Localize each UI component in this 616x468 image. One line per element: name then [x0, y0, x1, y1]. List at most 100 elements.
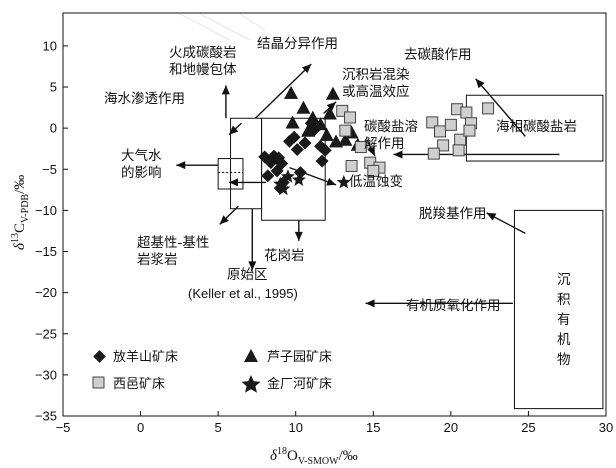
arrow-shaft: [254, 63, 312, 119]
y-tick-label: 10: [43, 38, 57, 53]
svg-text:δ13CV-PDB/‰: δ13CV-PDB/‰: [10, 175, 31, 250]
y-tick-label: 0: [50, 121, 57, 136]
annotation-marine-carbonate: 海相碳酸盐岩: [496, 119, 577, 135]
annotation-magmatic-rock: 岩浆岩: [137, 252, 178, 268]
arrow-head: [475, 78, 485, 89]
point-square: [444, 118, 457, 131]
legend-marker-square: [92, 376, 105, 389]
point-star: [273, 176, 288, 191]
point-square: [354, 141, 367, 154]
data-points: [258, 85, 495, 196]
point-triangle: [305, 110, 320, 124]
arrow-fractional-crystallization: [254, 63, 312, 119]
scan-artifacts: [179, 13, 266, 41]
arrow-head: [393, 150, 403, 159]
point-star: [336, 174, 351, 189]
arrow-meteoric-water: [176, 161, 219, 170]
point-diamond: [298, 136, 312, 150]
point-square: [427, 147, 440, 160]
point-triangle: [284, 85, 299, 99]
point-square: [463, 124, 476, 137]
legend: 放羊山矿床 芦子园矿床 西邑矿床 金厂河矿床: [92, 349, 332, 393]
y-tick-label: −35: [35, 409, 57, 424]
point-triangle: [322, 106, 337, 120]
arrow-decarboxylation: [486, 212, 526, 235]
y-tick-label: 5: [50, 80, 57, 95]
point-square: [482, 102, 495, 115]
y-axis-label: δ13CV-PDB/‰: [10, 175, 31, 250]
point-triangle: [296, 100, 311, 114]
arrow-head: [301, 63, 312, 74]
annotation-organic-5: 物: [557, 352, 571, 368]
x-tick-label: 0: [137, 420, 144, 435]
arrow-head: [486, 212, 497, 221]
legend-marker-star: [241, 375, 261, 393]
arrow-head: [176, 161, 186, 170]
annotation-ultrabasic-basic: 超基性-基性: [137, 234, 209, 251]
legend-marker-triangle: [244, 349, 258, 362]
point-triangle: [325, 86, 340, 100]
annotation-igneous-carbonatite: 火成碳酸岩: [169, 45, 237, 61]
arrow-granite: [294, 220, 303, 241]
point-triangle: [329, 134, 344, 148]
annotation-keller-reference: (Keller et al., 1995): [188, 286, 298, 301]
point-star: [280, 169, 296, 183]
annotation-primary-region: 原始区: [227, 267, 268, 283]
point-square: [426, 116, 439, 129]
arrow-primary-region: [248, 208, 257, 271]
point-square: [345, 159, 358, 172]
annotation-meteoric-influence: 的影响: [121, 165, 162, 181]
point-square: [433, 125, 446, 138]
axis-ticks: −5 0 5 10 15 20 25 30 10 5 0 −5 −10 −15 −20 −25 −30 −35: [35, 38, 613, 435]
arrow-head: [294, 231, 303, 241]
arrow-head: [326, 178, 337, 186]
annotation-organic-oxidation: 有机质氧化作用: [406, 298, 501, 314]
x-tick-label: −5: [56, 420, 71, 435]
annotation-seawater-infiltration: 海水渗透作用: [104, 91, 185, 107]
point-triangle: [338, 132, 353, 146]
arrow-organic-oxidation: [365, 299, 513, 308]
arrow-head: [367, 146, 375, 157]
annotation-fractional-crystallization: 结晶分异作用: [257, 36, 338, 52]
legend-label-series-1: 放羊山矿床: [113, 349, 178, 365]
annotation-meteoric-water: 大气水: [121, 148, 162, 164]
annotation-carbonate-dissolution: 碳酸盐溶: [364, 119, 418, 135]
annotations: 火成碳酸岩 和地幔包体 结晶分异作用 去碳酸作用 海水渗透作用 沉积岩混染 或高…: [104, 36, 577, 368]
point-diamond: [275, 157, 289, 170]
annotation-sedimentary-contamination: 沉积岩混染: [342, 67, 410, 83]
region-sedimentary-organic: [513, 209, 604, 410]
point-diamond: [287, 130, 301, 144]
arrow-head: [219, 215, 229, 225]
legend-label-series-2: 芦子园矿床: [267, 350, 332, 365]
point-diamond: [318, 143, 332, 157]
arrow-head: [326, 101, 337, 111]
x-tick-label: 5: [215, 420, 222, 435]
annotation-granite: 花岗岩: [264, 248, 305, 264]
arrow-seawater-infiltration: [228, 122, 242, 136]
y-tick-label: −30: [35, 367, 57, 382]
arrow-ultrabasic: [219, 205, 239, 225]
point-square: [452, 144, 465, 157]
arrow-meteoric-inner: [229, 178, 267, 187]
svg-text:δ18OV-SMOW/‰: δ18OV-SMOW/‰: [270, 446, 358, 467]
plot-frame: [62, 12, 607, 417]
y-tick-label: −20: [35, 285, 57, 300]
annotation-dissolution: 解作用: [364, 136, 405, 152]
arrow-decarbonation: [475, 78, 526, 137]
legend-label-series-4: 金厂河矿床: [267, 376, 332, 392]
arrow-marine-dissolution: [393, 150, 560, 159]
arrow-head: [248, 261, 257, 271]
annotation-organic-3: 有: [557, 312, 571, 328]
annotation-low-temp-alteration: 低温蚀变: [349, 174, 403, 190]
point-square: [339, 124, 352, 137]
point-triangle: [285, 115, 300, 129]
point-star: [291, 172, 306, 187]
legend-marker-diamond: [93, 350, 106, 363]
point-diamond: [315, 154, 329, 168]
arrow-igneous-carbonatite: [221, 85, 230, 119]
point-triangle: [301, 123, 316, 137]
point-square: [460, 106, 473, 119]
x-tick-label: 30: [599, 420, 613, 435]
point-square: [437, 139, 450, 152]
